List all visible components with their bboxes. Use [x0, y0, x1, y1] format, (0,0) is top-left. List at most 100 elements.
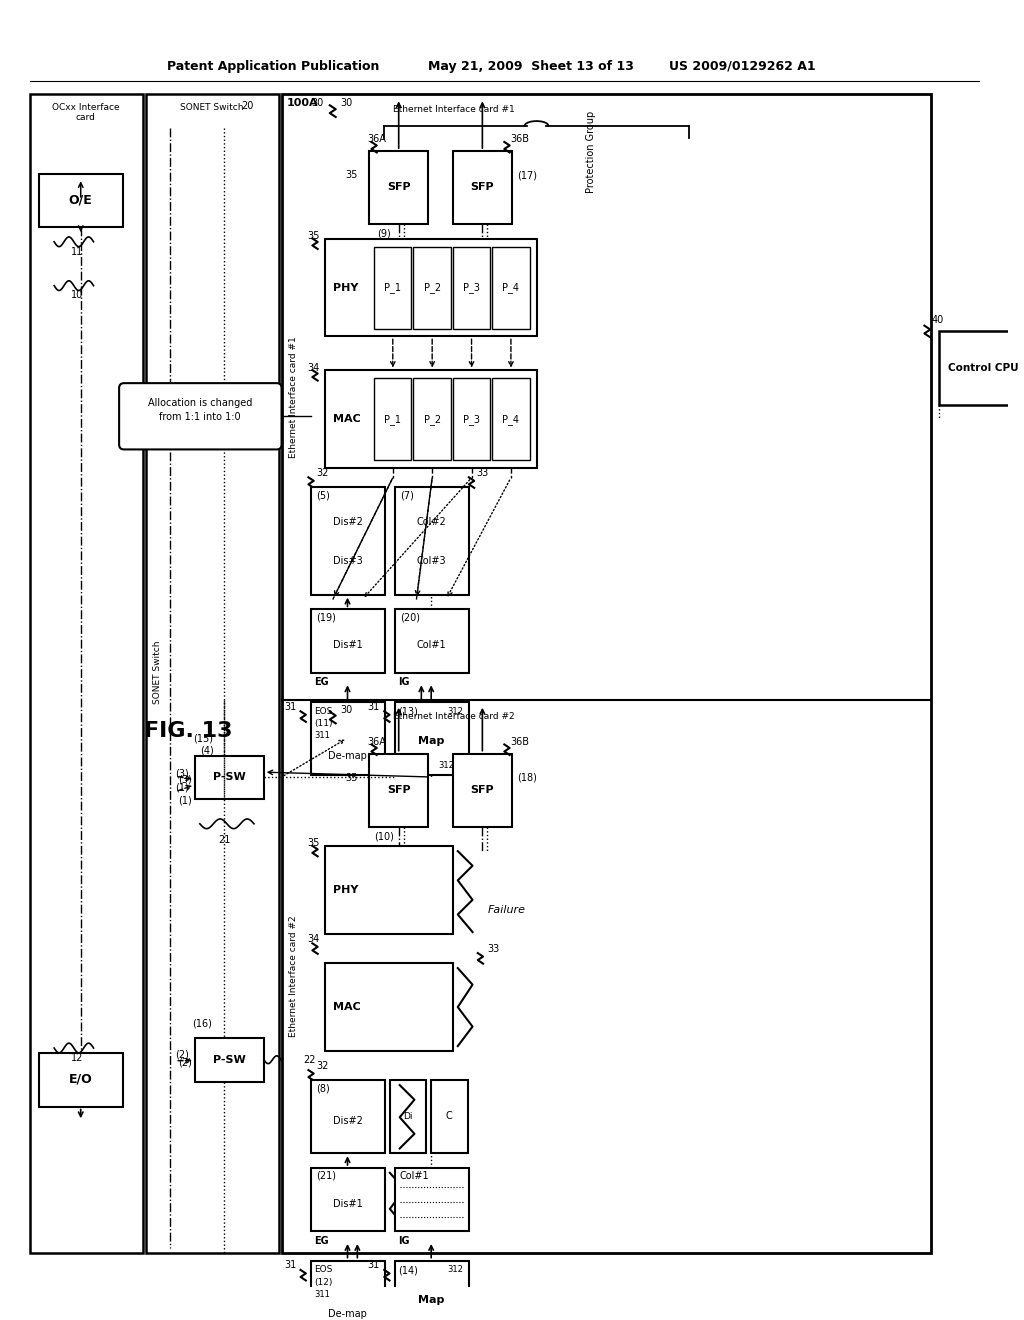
Text: Ethernet Interface card #1: Ethernet Interface card #1	[289, 335, 298, 458]
Text: 30: 30	[341, 705, 353, 715]
Text: Patent Application Publication: Patent Application Publication	[167, 59, 380, 73]
Text: SONET Switch: SONET Switch	[180, 103, 244, 112]
Text: O/E: O/E	[69, 193, 92, 206]
Text: 100A: 100A	[287, 99, 318, 108]
Text: Col#1: Col#1	[417, 640, 446, 651]
Text: P_2: P_2	[424, 413, 440, 425]
Text: 32: 32	[316, 1060, 329, 1071]
Text: PHY: PHY	[333, 886, 358, 895]
Bar	[325, 239, 537, 337]
Bar	[414, 247, 451, 329]
Text: 40: 40	[931, 314, 943, 325]
Text: 312: 312	[438, 762, 454, 770]
Bar	[395, 702, 469, 775]
Text: 36A: 36A	[368, 737, 386, 747]
Text: PHY: PHY	[333, 282, 358, 293]
Text: IG: IG	[397, 1236, 410, 1246]
Text: (7): (7)	[399, 491, 414, 500]
Bar	[493, 247, 529, 329]
Text: Dis#2: Dis#2	[333, 1117, 362, 1126]
Bar	[311, 702, 385, 775]
Text: (3): (3)	[175, 768, 189, 777]
Text: 33: 33	[487, 944, 500, 953]
Text: Col#1: Col#1	[399, 1171, 429, 1181]
Text: 311: 311	[314, 1290, 330, 1299]
Text: OCxx Interface: OCxx Interface	[52, 103, 120, 112]
Bar	[370, 754, 428, 826]
Bar	[282, 94, 931, 1253]
Text: MAC: MAC	[333, 414, 360, 424]
Bar	[325, 846, 453, 935]
Text: Ethernet Interface card #2: Ethernet Interface card #2	[393, 711, 515, 721]
Text: (3): (3)	[178, 775, 191, 785]
Bar	[493, 379, 529, 461]
Text: MAC: MAC	[333, 1002, 360, 1012]
Text: 12: 12	[71, 1053, 83, 1063]
Text: (17): (17)	[517, 170, 537, 181]
Text: EOS: EOS	[314, 706, 333, 715]
Text: (11): (11)	[314, 719, 333, 729]
Text: 22: 22	[303, 1055, 315, 1065]
Text: 20: 20	[242, 102, 254, 111]
Bar	[374, 379, 412, 461]
Bar	[39, 1053, 123, 1106]
Text: Map: Map	[418, 1295, 444, 1304]
Text: IG: IG	[397, 677, 410, 688]
Text: 31: 31	[284, 702, 296, 711]
Bar	[395, 487, 469, 595]
Text: EG: EG	[314, 677, 329, 688]
Text: De-map: De-map	[328, 1309, 367, 1319]
Text: P-SW: P-SW	[213, 772, 246, 781]
Text: 30: 30	[341, 99, 353, 108]
Text: 36B: 36B	[510, 135, 529, 144]
Text: 11: 11	[71, 247, 83, 256]
Bar	[395, 1261, 469, 1320]
Text: P_1: P_1	[384, 282, 401, 293]
Bar	[453, 379, 490, 461]
Text: 31: 31	[284, 1261, 296, 1270]
Bar	[370, 150, 428, 224]
Text: Dis#1: Dis#1	[333, 1199, 362, 1209]
Bar	[395, 610, 469, 673]
Text: 33: 33	[476, 467, 488, 478]
Text: Map: Map	[418, 737, 444, 746]
Text: (21): (21)	[316, 1171, 336, 1181]
Text: Dis#1: Dis#1	[333, 640, 362, 651]
Text: 21: 21	[218, 836, 230, 845]
Text: (13): (13)	[397, 706, 418, 717]
Bar	[311, 1168, 385, 1232]
Text: 30: 30	[311, 99, 324, 108]
Text: 35: 35	[345, 774, 357, 783]
Text: 31: 31	[368, 702, 380, 711]
Bar	[311, 487, 385, 595]
Text: P_4: P_4	[503, 413, 519, 425]
Text: (14): (14)	[397, 1266, 418, 1275]
Bar	[395, 1168, 469, 1232]
Text: P_3: P_3	[463, 282, 480, 293]
Text: C: C	[445, 1111, 453, 1121]
Bar	[325, 371, 537, 469]
Text: P_2: P_2	[424, 282, 440, 293]
Text: 34: 34	[307, 933, 319, 944]
Bar	[311, 1261, 385, 1320]
Text: (19): (19)	[316, 612, 336, 622]
Text: SONET Switch: SONET Switch	[153, 642, 162, 705]
Text: (1): (1)	[175, 783, 189, 793]
Text: De-map: De-map	[328, 751, 367, 760]
Text: 35: 35	[307, 838, 319, 849]
Text: P_1: P_1	[384, 413, 401, 425]
Text: (1): (1)	[178, 796, 191, 805]
Text: P-SW: P-SW	[213, 1055, 246, 1065]
Text: 35: 35	[345, 170, 357, 181]
Text: (18): (18)	[517, 774, 537, 783]
Bar	[39, 173, 123, 227]
Bar	[453, 150, 512, 224]
Text: Failure: Failure	[488, 904, 526, 915]
Text: Col#3: Col#3	[417, 556, 446, 565]
Text: 36B: 36B	[510, 737, 529, 747]
Text: from 1:1 into 1:0: from 1:1 into 1:0	[159, 412, 241, 422]
Bar	[390, 1080, 426, 1154]
Text: Dis#3: Dis#3	[333, 556, 362, 565]
Text: 31: 31	[368, 1261, 380, 1270]
Text: E/O: E/O	[69, 1073, 92, 1086]
